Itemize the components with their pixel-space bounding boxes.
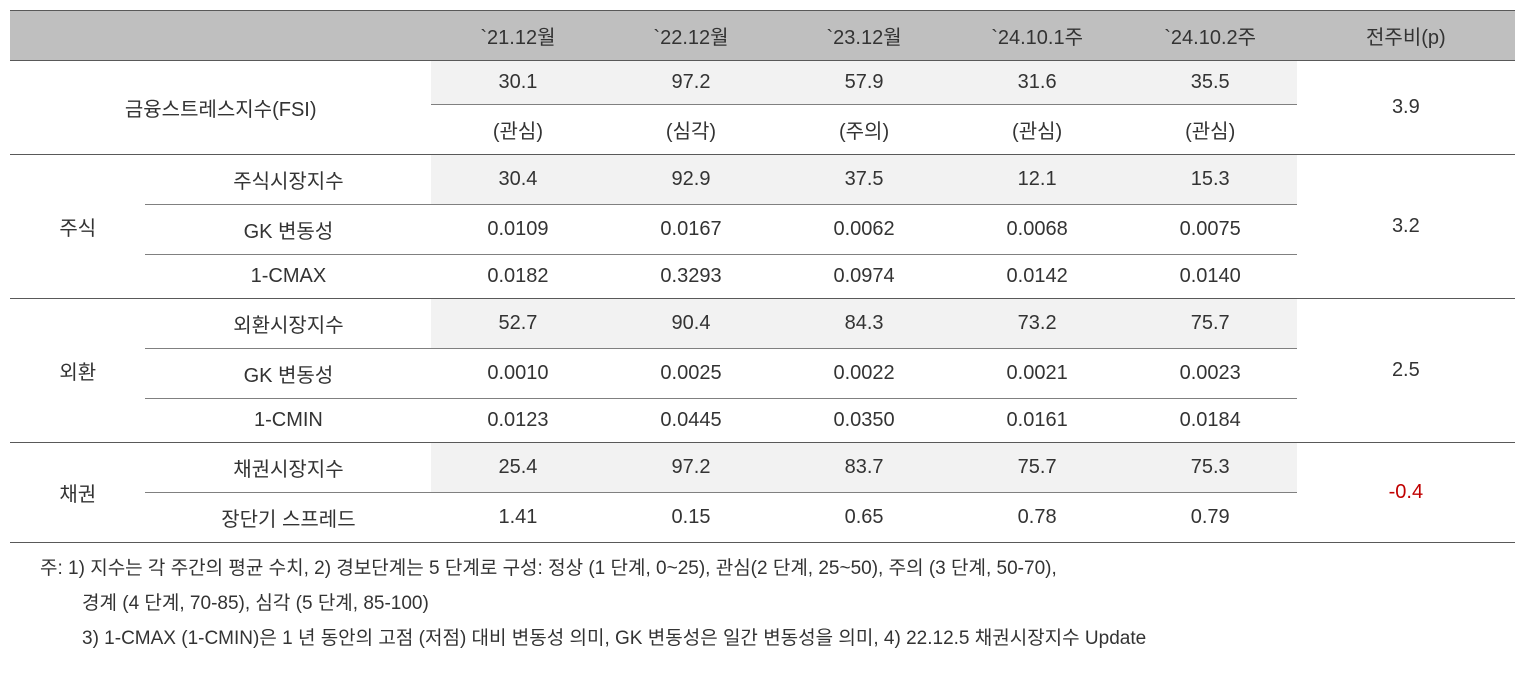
bond-change: -0.4 <box>1297 443 1515 543</box>
stock-sublabel: GK 변동성 <box>145 205 431 255</box>
header-change: 전주비(p) <box>1297 11 1515 61</box>
stock-sublabel: 1-CMAX <box>145 255 431 299</box>
stock-row: 주식 주식시장지수 30.4 92.9 37.5 12.1 15.3 3.2 <box>10 155 1515 205</box>
stock-value: 30.4 <box>431 155 604 205</box>
stock-value: 15.3 <box>1124 155 1297 205</box>
bond-value: 75.7 <box>951 443 1124 493</box>
stock-value: 0.3293 <box>604 255 777 299</box>
stock-value: 92.9 <box>604 155 777 205</box>
fx-value: 0.0023 <box>1124 349 1297 399</box>
stock-value: 0.0142 <box>951 255 1124 299</box>
bond-value: 83.7 <box>778 443 951 493</box>
fsi-level: (관심) <box>431 105 604 155</box>
header-period: `21.12월 <box>431 11 604 61</box>
fsi-value: 30.1 <box>431 61 604 105</box>
stock-value: 37.5 <box>778 155 951 205</box>
fx-value: 0.0123 <box>431 399 604 443</box>
fx-value: 73.2 <box>951 299 1124 349</box>
fsi-level: (주의) <box>778 105 951 155</box>
fx-value: 75.7 <box>1124 299 1297 349</box>
stock-value: 0.0974 <box>778 255 951 299</box>
fx-value: 0.0184 <box>1124 399 1297 443</box>
fx-row: GK 변동성 0.0010 0.0025 0.0022 0.0021 0.002… <box>10 349 1515 399</box>
header-period: `24.10.2주 <box>1124 11 1297 61</box>
fx-change: 2.5 <box>1297 299 1515 443</box>
stock-value: 0.0062 <box>778 205 951 255</box>
fsi-level: (심각) <box>604 105 777 155</box>
header-period: `23.12월 <box>778 11 951 61</box>
stock-change: 3.2 <box>1297 155 1515 299</box>
stock-value: 0.0167 <box>604 205 777 255</box>
fsi-value: 35.5 <box>1124 61 1297 105</box>
fx-value: 0.0025 <box>604 349 777 399</box>
stock-value: 0.0075 <box>1124 205 1297 255</box>
fx-value: 0.0022 <box>778 349 951 399</box>
fsi-change: 3.9 <box>1297 61 1515 155</box>
bond-row: 장단기 스프레드 1.41 0.15 0.65 0.78 0.79 <box>10 493 1515 543</box>
bond-sublabel: 장단기 스프레드 <box>145 493 431 543</box>
fx-sublabel: GK 변동성 <box>145 349 431 399</box>
stock-row: GK 변동성 0.0109 0.0167 0.0062 0.0068 0.007… <box>10 205 1515 255</box>
footnote-line: 경계 (4 단계, 70-85), 심각 (5 단계, 85-100) <box>40 586 1485 621</box>
bond-value: 0.65 <box>778 493 951 543</box>
fx-value: 84.3 <box>778 299 951 349</box>
bond-value: 1.41 <box>431 493 604 543</box>
bond-value: 75.3 <box>1124 443 1297 493</box>
fx-value: 0.0445 <box>604 399 777 443</box>
fx-row: 외환 외환시장지수 52.7 90.4 84.3 73.2 75.7 2.5 <box>10 299 1515 349</box>
bond-sublabel: 채권시장지수 <box>145 443 431 493</box>
stock-value: 0.0109 <box>431 205 604 255</box>
fx-value: 0.0010 <box>431 349 604 399</box>
stock-value: 0.0068 <box>951 205 1124 255</box>
header-period: `24.10.1주 <box>951 11 1124 61</box>
bond-category: 채권 <box>10 443 145 543</box>
fx-row: 1-CMIN 0.0123 0.0445 0.0350 0.0161 0.018… <box>10 399 1515 443</box>
fx-value: 0.0021 <box>951 349 1124 399</box>
fsi-level: (관심) <box>951 105 1124 155</box>
header-blank <box>10 11 431 61</box>
stock-value: 0.0140 <box>1124 255 1297 299</box>
fsi-label: 금융스트레스지수(FSI) <box>10 61 431 155</box>
stock-sublabel: 주식시장지수 <box>145 155 431 205</box>
header-period: `22.12월 <box>604 11 777 61</box>
bond-value: 97.2 <box>604 443 777 493</box>
footnotes: 주: 1) 지수는 각 주간의 평균 수치, 2) 경보단계는 5 단계로 구성… <box>10 543 1515 656</box>
stock-value: 12.1 <box>951 155 1124 205</box>
stock-row: 1-CMAX 0.0182 0.3293 0.0974 0.0142 0.014… <box>10 255 1515 299</box>
fsi-value: 31.6 <box>951 61 1124 105</box>
fx-value: 90.4 <box>604 299 777 349</box>
fx-value: 0.0161 <box>951 399 1124 443</box>
fx-value: 0.0350 <box>778 399 951 443</box>
fx-value: 52.7 <box>431 299 604 349</box>
bond-row: 채권 채권시장지수 25.4 97.2 83.7 75.7 75.3 -0.4 <box>10 443 1515 493</box>
stock-category: 주식 <box>10 155 145 299</box>
table-header-row: `21.12월 `22.12월 `23.12월 `24.10.1주 `24.10… <box>10 11 1515 61</box>
fsi-value-row: 금융스트레스지수(FSI) 30.1 97.2 57.9 31.6 35.5 3… <box>10 61 1515 105</box>
fx-sublabel: 외환시장지수 <box>145 299 431 349</box>
bond-value: 0.79 <box>1124 493 1297 543</box>
fsi-value: 97.2 <box>604 61 777 105</box>
fsi-value: 57.9 <box>778 61 951 105</box>
fsi-table: `21.12월 `22.12월 `23.12월 `24.10.1주 `24.10… <box>10 10 1515 543</box>
stock-value: 0.0182 <box>431 255 604 299</box>
bond-value: 25.4 <box>431 443 604 493</box>
fx-sublabel: 1-CMIN <box>145 399 431 443</box>
bond-value: 0.15 <box>604 493 777 543</box>
fx-category: 외환 <box>10 299 145 443</box>
bond-value: 0.78 <box>951 493 1124 543</box>
footnote-line: 3) 1-CMAX (1-CMIN)은 1 년 동안의 고점 (저점) 대비 변… <box>40 621 1485 656</box>
footnote-line: 주: 1) 지수는 각 주간의 평균 수치, 2) 경보단계는 5 단계로 구성… <box>40 551 1485 586</box>
fsi-level: (관심) <box>1124 105 1297 155</box>
